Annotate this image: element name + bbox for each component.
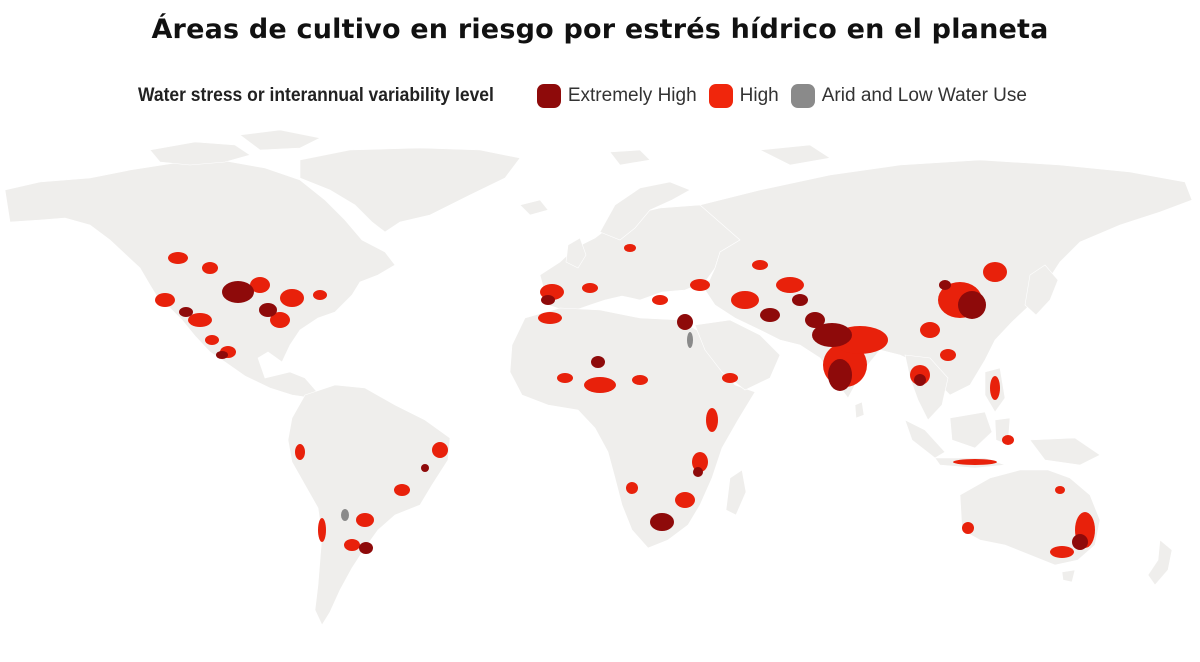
legend-label-arid: Arid and Low Water Use (821, 85, 1027, 106)
greenland (299, 147, 521, 233)
risk-patch (205, 335, 219, 345)
risk-patch (538, 312, 562, 324)
risk-patch (432, 442, 448, 458)
arctic-russia-islands (758, 144, 831, 166)
risk-patch (632, 375, 648, 385)
risk-patch-extreme (939, 280, 951, 290)
risk-patch (155, 293, 175, 307)
risk-patch-extreme (421, 464, 429, 472)
risk-patch (626, 482, 638, 494)
risk-patch-extreme (650, 513, 674, 531)
arid-patch (687, 332, 693, 348)
map-title: Áreas de cultivo en riesgo por estrés hí… (151, 14, 1049, 45)
risk-patch (690, 279, 710, 291)
risk-patch (920, 322, 940, 338)
arctic-islands (149, 141, 251, 166)
south-america (287, 384, 451, 626)
risk-patch-extreme (828, 359, 852, 391)
risk-patch (692, 452, 708, 472)
legend-item-arid: Arid and Low Water Use (790, 84, 1027, 108)
risk-patch (1055, 486, 1065, 494)
risk-patch-extreme (359, 542, 373, 554)
risk-patch (1050, 546, 1074, 558)
risk-patch-extreme (805, 312, 825, 328)
svalbard (609, 149, 651, 166)
legend-swatch-high (708, 84, 733, 108)
risk-patch (394, 484, 410, 496)
risk-patch (344, 539, 360, 551)
legend-title: Water stress or interannual variability … (138, 85, 494, 106)
legend-swatch-extremely-high (536, 84, 561, 108)
new-zealand (1147, 539, 1173, 586)
risk-patch-extreme (693, 467, 703, 477)
risk-patch (722, 373, 738, 383)
risk-patch (652, 295, 668, 305)
risk-patch (188, 313, 212, 327)
legend-swatch-arid (790, 84, 815, 108)
risk-patch-extreme (591, 356, 605, 368)
risk-patch (270, 312, 290, 328)
legend-label-extremely-high: Extremely High (567, 85, 697, 106)
risk-overlay (155, 244, 1095, 558)
risk-patch (313, 290, 327, 300)
risk-patch-extreme (222, 281, 254, 303)
risk-patch-extreme (792, 294, 808, 306)
risk-patch (731, 291, 759, 309)
risk-patch (584, 377, 616, 393)
uk (565, 237, 587, 269)
risk-patch (318, 518, 326, 542)
risk-patch (940, 349, 956, 361)
australia (959, 469, 1101, 566)
risk-patch (706, 408, 718, 432)
risk-patch (776, 277, 804, 293)
japan (1024, 264, 1059, 316)
risk-patch-extreme (914, 374, 926, 386)
risk-patch (250, 277, 270, 293)
risk-patch (990, 376, 1000, 400)
risk-patch (953, 459, 997, 465)
risk-patch-extreme (760, 308, 780, 322)
risk-patch-extreme (216, 351, 228, 359)
sri-lanka (854, 401, 865, 419)
madagascar (725, 469, 747, 516)
legend-label-high: High (739, 85, 779, 106)
risk-patch-extreme (541, 295, 555, 305)
tasmania (1061, 569, 1076, 583)
iceland (519, 199, 549, 216)
sumatra (904, 419, 946, 459)
risk-patch (557, 373, 573, 383)
arctic-islands-2 (239, 129, 321, 151)
risk-patch-extreme (958, 291, 986, 319)
risk-patch-extreme (179, 307, 193, 317)
risk-patch (752, 260, 768, 270)
risk-patch (624, 244, 636, 252)
risk-patch (1002, 435, 1014, 445)
risk-patch (983, 262, 1007, 282)
risk-patch-extreme (259, 303, 277, 317)
world-map (4, 129, 1193, 626)
risk-patch (168, 252, 188, 264)
risk-patch (962, 522, 974, 534)
legend: Water stress or interannual variability … (138, 82, 1039, 110)
risk-patch-extreme (677, 314, 693, 330)
new-guinea (1029, 437, 1101, 466)
risk-patch (582, 283, 598, 293)
risk-patch (202, 262, 218, 274)
risk-patch (675, 492, 695, 508)
risk-patch-extreme (1072, 534, 1088, 550)
borneo (949, 411, 993, 449)
arid-patch (341, 509, 349, 521)
legend-item-high: High (708, 84, 779, 108)
risk-patch (295, 444, 305, 460)
risk-patch-extreme (812, 323, 852, 347)
risk-patch (356, 513, 374, 527)
north-america (4, 159, 396, 403)
scandinavia (599, 181, 691, 241)
arabia (694, 319, 781, 391)
risk-patch (280, 289, 304, 307)
legend-item-extremely-high: Extremely High (536, 84, 697, 108)
